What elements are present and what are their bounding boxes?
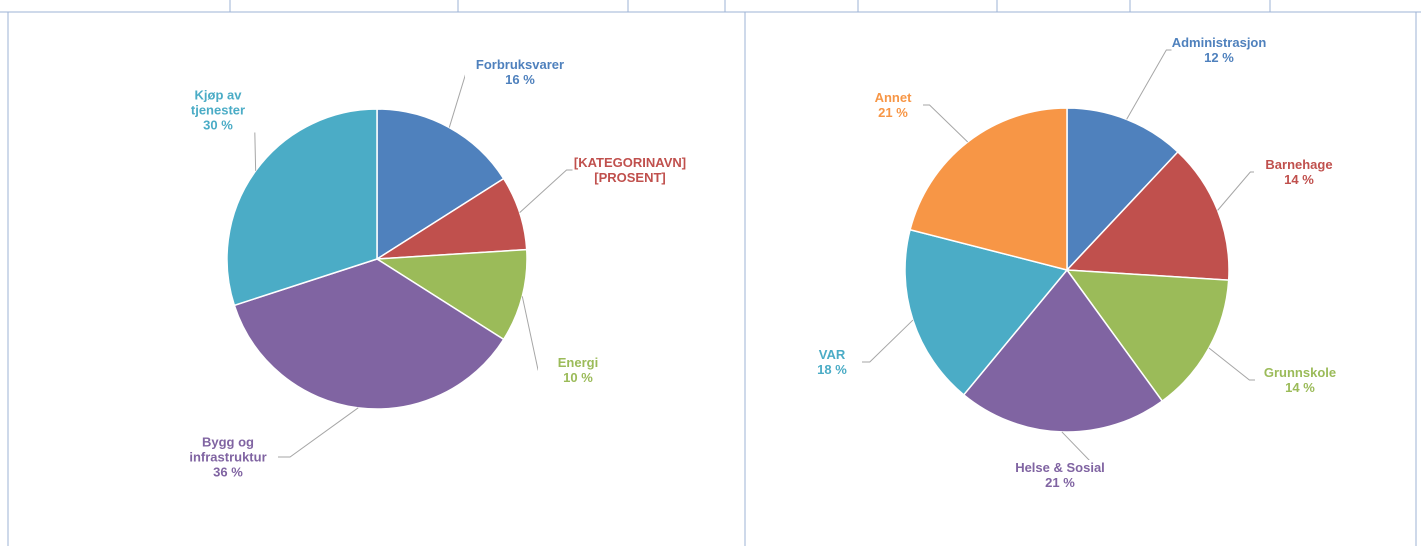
value-label: 21 % bbox=[1045, 475, 1075, 490]
value-label: 14 % bbox=[1285, 380, 1315, 395]
data-label: Barnehage 14 % bbox=[1254, 157, 1344, 187]
category-name: [KATEGORINAVN] bbox=[573, 155, 687, 170]
data-label: Kjøp av tjenester 30 % bbox=[178, 87, 258, 133]
pie-slice bbox=[226, 108, 378, 307]
data-label: Administrasjon 12 % bbox=[1171, 35, 1267, 65]
data-label: Helse & Sosial 21 % bbox=[1000, 460, 1120, 490]
leader-line bbox=[859, 319, 914, 363]
value-label: 21 % bbox=[878, 105, 908, 120]
category-name: Bygg og infrastruktur bbox=[189, 434, 267, 465]
category-name: Forbruksvarer bbox=[475, 57, 565, 72]
category-name: Annet bbox=[874, 90, 912, 105]
category-name: Administrasjon bbox=[1171, 35, 1267, 50]
pie-slice bbox=[962, 268, 1164, 433]
category-name: Helse & Sosial bbox=[1015, 460, 1105, 475]
pie-slice bbox=[904, 228, 1069, 396]
data-label: Forbruksvarer 16 % bbox=[465, 57, 575, 87]
leader-line bbox=[1217, 171, 1259, 211]
value-label: 10 % bbox=[563, 370, 593, 385]
data-label: VAR 18 % bbox=[802, 347, 862, 377]
data-label: Energi 10 % bbox=[538, 355, 618, 385]
value-label: [PROSENT] bbox=[594, 170, 666, 185]
leader-line bbox=[1126, 49, 1177, 120]
category-name: Barnehage bbox=[1265, 157, 1333, 172]
category-name: Grunnskole bbox=[1263, 365, 1337, 380]
value-label: 18 % bbox=[817, 362, 847, 377]
value-label: 16 % bbox=[505, 72, 535, 87]
leader-line bbox=[920, 104, 969, 143]
pie-slice bbox=[233, 258, 505, 410]
pie-slice bbox=[374, 248, 528, 341]
category-name: Kjøp av tjenester bbox=[190, 87, 246, 118]
data-label: [KATEGORINAVN] [PROSENT] bbox=[572, 155, 688, 185]
value-label: 36 % bbox=[213, 464, 243, 480]
value-label: 12 % bbox=[1204, 50, 1234, 65]
pie-slice bbox=[1065, 269, 1230, 403]
pie-slice bbox=[909, 107, 1068, 271]
data-label: Annet 21 % bbox=[863, 90, 923, 120]
category-name: Energi bbox=[557, 355, 599, 370]
leader-line bbox=[273, 407, 359, 458]
data-label: Bygg og infrastruktur 36 % bbox=[178, 434, 278, 480]
value-label: 14 % bbox=[1284, 172, 1314, 187]
value-label: 30 % bbox=[203, 117, 233, 133]
leader-line bbox=[1208, 347, 1260, 381]
leader-line bbox=[519, 169, 579, 214]
category-name: VAR bbox=[818, 347, 846, 362]
data-label: Grunnskole 14 % bbox=[1255, 365, 1345, 395]
pie-slice bbox=[376, 108, 505, 261]
